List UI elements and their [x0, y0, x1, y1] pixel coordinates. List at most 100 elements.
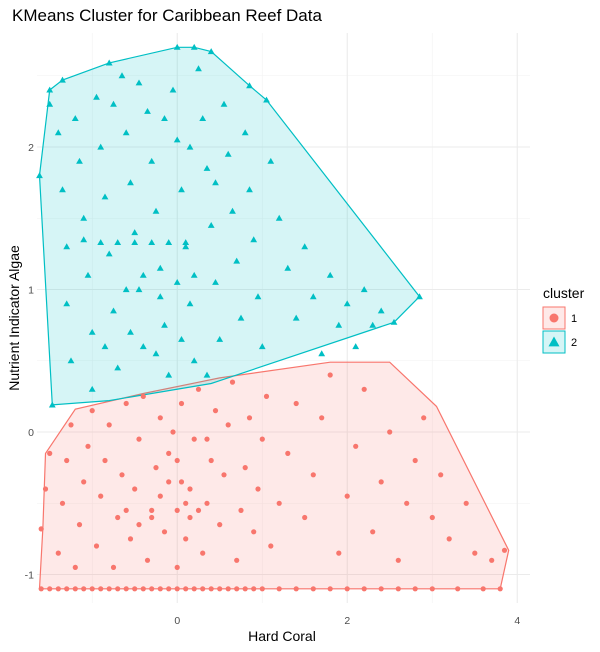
cluster-2-point	[203, 371, 211, 378]
cluster-1-point	[353, 443, 359, 449]
cluster-2-point	[148, 157, 156, 164]
cluster-2-point	[59, 186, 66, 193]
cluster-2-point	[46, 86, 54, 93]
cluster-1-point	[293, 400, 299, 407]
cluster-1-point	[136, 436, 142, 442]
cluster-1-point	[302, 514, 308, 521]
legend-title: cluster	[543, 285, 585, 301]
cluster-1-point	[183, 586, 189, 592]
cluster-2-point	[84, 271, 92, 278]
cluster-1-point	[268, 543, 274, 549]
cluster-1-point	[55, 550, 61, 556]
cluster-2-point	[105, 59, 113, 66]
cluster-1-point	[234, 557, 240, 563]
cluster-2-point	[110, 307, 117, 314]
cluster-1-point	[412, 586, 418, 592]
cluster-1-point	[136, 522, 142, 528]
cluster-1-point	[187, 514, 193, 521]
cluster-1-point	[221, 472, 227, 478]
cluster-2-point	[139, 343, 147, 350]
cluster-2-point	[216, 336, 224, 342]
cluster-2-point	[131, 229, 139, 236]
cluster-1-point	[361, 386, 367, 392]
cluster-2-point	[165, 371, 173, 378]
cluster-1-point	[255, 486, 261, 492]
cluster-1-point	[217, 522, 223, 528]
cluster-1-point	[47, 450, 53, 456]
cluster-2-point	[63, 300, 71, 307]
cluster-1-point	[259, 586, 265, 592]
cluster-1-point	[238, 507, 244, 513]
cluster-1-point	[64, 586, 70, 592]
cluster-1-point	[276, 586, 282, 592]
cluster-1-point	[123, 586, 129, 592]
cluster-2-point	[114, 239, 122, 245]
cluster-2-point	[152, 350, 160, 357]
cluster-1-point	[327, 372, 333, 378]
cluster-2-point	[212, 279, 219, 285]
cluster-1-point	[127, 536, 134, 542]
cluster-1-point	[149, 507, 155, 513]
cluster-1-point	[140, 393, 146, 399]
cluster-2-point	[93, 93, 100, 100]
cluster-2-point	[207, 222, 215, 228]
chart-title: KMeans Cluster for Caribbean Reef Data	[12, 6, 322, 25]
cluster-2-point	[59, 76, 66, 83]
x-axis-ticks: 0 2 4	[174, 615, 520, 627]
cluster-2-point	[267, 157, 275, 164]
cluster-2-point	[173, 279, 181, 285]
y-axis-ticks: -1 0 1 2	[25, 142, 35, 582]
cluster-1-point	[259, 436, 265, 442]
cluster-2-point	[122, 286, 130, 293]
cluster-1-point	[446, 536, 452, 542]
cluster-1-point	[89, 408, 95, 414]
cluster-1-point	[204, 436, 210, 442]
cluster-1-point	[166, 479, 172, 485]
cluster-1-point	[85, 443, 91, 449]
cluster-2-point	[190, 43, 198, 50]
cluster-1-point	[59, 500, 66, 506]
cluster-1-point	[421, 415, 427, 421]
cluster-1-point	[81, 479, 87, 485]
x-axis-title: Hard Coral	[248, 628, 316, 644]
cluster-1-point	[187, 486, 193, 492]
cluster-2-point	[71, 115, 79, 121]
cluster-1-point	[102, 457, 108, 464]
cluster-1-point	[76, 522, 83, 528]
cluster-2-point	[207, 48, 215, 55]
cluster-1-point	[47, 586, 53, 592]
cluster-1-point	[225, 586, 231, 592]
cluster-1-point	[191, 586, 197, 592]
cluster-1-point	[89, 586, 95, 592]
cluster-2-point	[326, 271, 334, 278]
cluster-2-point	[360, 286, 368, 293]
cluster-1-point	[429, 514, 435, 521]
cluster-1-point	[251, 586, 257, 592]
cluster-1-point	[208, 457, 214, 464]
cluster-2-point	[318, 350, 326, 357]
y-tick-label: 1	[28, 285, 34, 297]
cluster-2-point	[101, 193, 109, 200]
cluster-1-point	[319, 415, 325, 421]
cluster-2-point	[190, 357, 198, 364]
cluster-2-point	[88, 385, 96, 392]
cluster-2-point	[139, 271, 147, 278]
cluster-1-point	[119, 472, 125, 478]
cluster-2-point	[173, 136, 181, 143]
cluster-1-point	[174, 457, 180, 464]
cluster-1-point	[387, 429, 393, 435]
cluster-1-point	[293, 586, 299, 592]
cluster-2-point	[263, 96, 270, 103]
cluster-1-point	[438, 472, 444, 478]
cluster-1-point	[327, 586, 333, 592]
cluster-1-point	[217, 586, 223, 592]
cluster-1-point	[174, 564, 180, 571]
cluster-1-point	[378, 586, 384, 592]
cluster-2-point	[156, 293, 164, 300]
cluster-2-point	[101, 343, 109, 350]
cluster-1-point	[161, 529, 168, 535]
cluster-2-point	[369, 321, 377, 328]
x-tick-label: 4	[514, 615, 520, 627]
cluster-1-point	[480, 586, 486, 592]
cluster-2-point	[224, 150, 232, 157]
